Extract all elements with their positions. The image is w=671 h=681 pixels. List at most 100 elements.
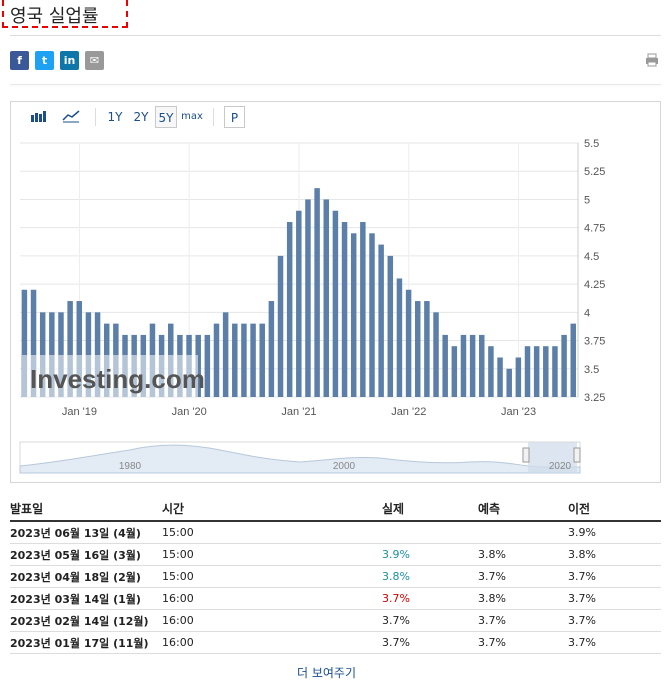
- navigator-handle-left: [522, 447, 530, 463]
- x-tick-label: Jan '21: [281, 406, 316, 418]
- release-date-cell: 2023년 03월 14일 (1월): [10, 587, 162, 610]
- print-icon[interactable]: [645, 53, 659, 67]
- x-tick-label: Jan '22: [391, 406, 426, 418]
- facebook-icon[interactable]: f: [10, 51, 29, 70]
- previous-cell: 3.7%: [568, 565, 661, 588]
- time-cell: 15:00: [162, 521, 382, 544]
- release-date-cell: 2023년 05월 16일 (3월): [10, 543, 162, 566]
- actual-cell: 3.7%: [382, 587, 478, 610]
- bar: [543, 346, 549, 397]
- page-title: 영국 실업률: [10, 6, 99, 27]
- y-tick-label: 3.75: [584, 336, 605, 348]
- navigator-label: 2000: [333, 461, 356, 472]
- header-previous: 이전: [568, 496, 661, 522]
- bar: [460, 334, 467, 397]
- navigator-selection: [528, 442, 577, 473]
- bar: [488, 346, 494, 397]
- bar: [259, 323, 265, 397]
- bar: [213, 323, 220, 397]
- header-forecast: 예측: [478, 496, 568, 522]
- range-1y-button[interactable]: 1Y: [107, 110, 123, 124]
- bar: [94, 312, 101, 397]
- bar-chart-icon: [31, 111, 46, 122]
- table-row: 2023년 01월 17일 (11월) 16:00 3.7% 3.7% 3.7%: [10, 631, 661, 654]
- bar: [369, 233, 375, 397]
- bar: [378, 244, 384, 397]
- bar: [396, 278, 403, 397]
- bar: [323, 199, 330, 397]
- twitter-icon[interactable]: t: [35, 51, 54, 70]
- table-row: 2023년 03월 14일 (1월) 16:00 3.7% 3.8% 3.7%: [10, 587, 661, 610]
- bar: [39, 312, 46, 397]
- bar: [67, 301, 73, 397]
- previous-cell: 3.7%: [568, 631, 661, 654]
- bar-chart-button[interactable]: [27, 106, 51, 128]
- bar: [296, 210, 302, 397]
- x-tick-label: Jan '20: [172, 406, 207, 418]
- bar: [469, 334, 476, 397]
- range-2y-button[interactable]: 2Y: [133, 110, 149, 124]
- bar: [222, 312, 229, 397]
- actual-cell: [382, 521, 478, 544]
- toolbar-separator: [95, 108, 96, 126]
- bar: [561, 334, 567, 397]
- release-date-cell: 2023년 04월 18일 (2월): [10, 565, 162, 588]
- previous-cell: 3.9%: [568, 521, 661, 544]
- y-tick-label: 4: [584, 307, 590, 319]
- y-tick-label: 4.25: [584, 279, 605, 291]
- bar: [360, 222, 366, 397]
- bar: [250, 323, 256, 397]
- bar: [515, 357, 522, 397]
- release-date-cell: 2023년 02월 14일 (12월): [10, 609, 162, 632]
- previous-cell: 3.7%: [568, 587, 661, 610]
- email-icon[interactable]: ✉: [85, 51, 104, 70]
- title-highlight-box: [2, 0, 128, 28]
- forecast-cell: 3.7%: [478, 631, 568, 654]
- range-5y-button[interactable]: 5Y: [155, 106, 177, 128]
- bar: [49, 312, 55, 397]
- actual-cell: 3.9%: [382, 543, 478, 566]
- line-chart-button[interactable]: [59, 106, 83, 128]
- table-row: 2023년 06월 13일 (4월) 15:00 3.9%: [10, 521, 661, 544]
- bar: [497, 357, 503, 397]
- navigator-label: 1980: [119, 461, 142, 472]
- actual-cell: 3.7%: [382, 631, 478, 654]
- linkedin-icon[interactable]: in: [60, 51, 79, 70]
- show-more-link[interactable]: 더 보여주기: [297, 666, 357, 680]
- watermark-background: [22, 355, 198, 397]
- bar: [451, 346, 458, 397]
- bar: [58, 312, 64, 397]
- bar: [76, 301, 83, 397]
- forecast-cell: 3.8%: [478, 543, 568, 566]
- header-time: 시간: [162, 496, 382, 522]
- bar: [350, 233, 357, 397]
- bar: [241, 323, 247, 397]
- actual-cell: 3.8%: [382, 565, 478, 588]
- toolbar-separator: [213, 108, 214, 126]
- bar: [479, 334, 485, 397]
- range-max-button[interactable]: max: [181, 111, 203, 122]
- bar: [433, 312, 439, 397]
- bar: [332, 210, 339, 397]
- bar: [533, 346, 540, 397]
- navigator-handle-right: [573, 447, 581, 463]
- bar: [524, 346, 531, 397]
- p-button[interactable]: P: [224, 106, 245, 128]
- bar: [387, 255, 394, 397]
- bar: [506, 368, 512, 397]
- line-chart-icon: [62, 110, 80, 123]
- x-tick-label: Jan '19: [62, 406, 97, 418]
- bar: [232, 323, 238, 397]
- y-tick-label: 4.75: [584, 223, 605, 235]
- unemployment-chart: 5.5 5.25 5 4.75 4.5 4.25 4 3.75 3.5 3.25 Jan '19 Ja…: [19, 138, 605, 474]
- x-tick-label: Jan '23: [501, 406, 536, 418]
- bar: [552, 346, 558, 397]
- navigator-label: 2020: [549, 461, 572, 472]
- y-tick-label: 5.25: [584, 166, 605, 178]
- table-row: 2023년 02월 14일 (12월) 16:00 3.7% 3.7% 3.7%: [10, 609, 661, 632]
- navigator-area: [19, 444, 581, 474]
- bar: [305, 199, 311, 397]
- history-table: 발표일 시간 실제 예측 이전 2023년 06월 13일 (4월) 15:00 3…: [10, 496, 661, 654]
- release-date-cell: 2023년 01월 17일 (11월): [10, 631, 162, 654]
- header-date: 발표일: [10, 496, 162, 522]
